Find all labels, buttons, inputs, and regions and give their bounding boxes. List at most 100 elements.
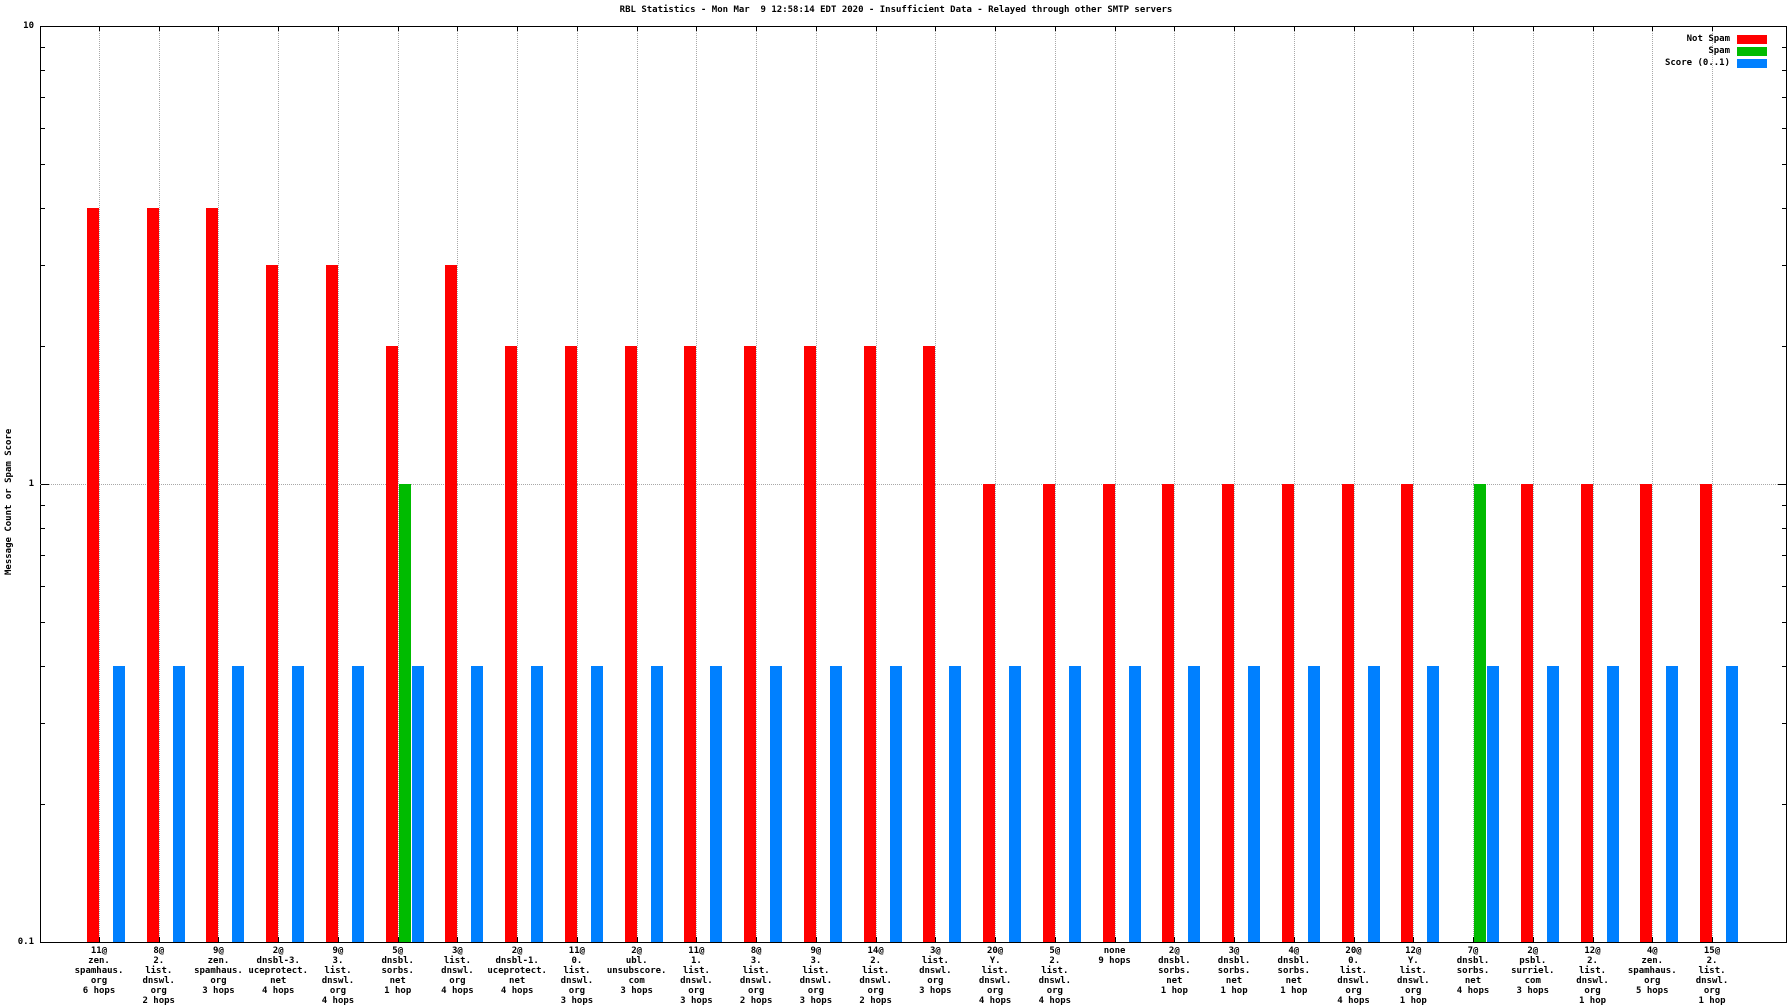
x-tick-top <box>576 26 578 31</box>
x-tick-label: 8@ 3. list. dnswl. org 2 hops <box>739 946 773 1006</box>
x-tick-top <box>337 26 339 31</box>
y-tick-minor-right <box>1782 46 1786 48</box>
x-tick-bottom <box>1473 937 1475 942</box>
grid-line-vertical <box>1353 26 1355 942</box>
x-tick-bottom <box>278 937 280 942</box>
grid-line-vertical <box>99 26 100 942</box>
x-tick-label: 3@ list. dnswl. org 4 hops <box>441 946 474 996</box>
legend-swatch <box>1737 47 1767 56</box>
x-tick-bottom <box>636 937 638 942</box>
x-tick-bottom <box>1712 937 1713 942</box>
x-tick-label: 3@ list. dnswl. org 3 hops <box>919 946 952 996</box>
grid-line-vertical <box>815 26 817 942</box>
grid-line-vertical <box>1114 26 1116 942</box>
y-tick-minor-right <box>1782 804 1786 806</box>
not-spam-bar <box>1580 484 1593 942</box>
x-tick-bottom <box>337 937 339 942</box>
grid-line-vertical <box>756 26 758 942</box>
not-spam-bar <box>564 346 577 942</box>
x-tick-bottom <box>1234 937 1236 942</box>
x-tick-top <box>696 26 698 31</box>
y-tick-minor-left <box>41 554 45 556</box>
score-bar <box>411 666 424 942</box>
x-tick-top <box>158 26 160 31</box>
y-tick-label: 10 <box>23 21 34 31</box>
score-bar <box>1666 666 1679 942</box>
score-bar <box>1188 666 1201 942</box>
y-tick-minor-right <box>1782 208 1786 210</box>
not-spam-bar <box>1162 484 1175 942</box>
y-tick-minor-left <box>41 666 45 668</box>
score-bar <box>232 666 245 942</box>
score-bar <box>650 666 663 942</box>
x-tick-bottom <box>995 937 997 942</box>
x-tick-bottom <box>517 937 519 942</box>
x-tick-top <box>995 26 997 31</box>
score-bar <box>351 666 364 942</box>
x-tick-bottom <box>397 937 399 942</box>
not-spam-bar <box>744 346 757 942</box>
x-tick-label: 3@ dnsbl. sorbs. net 1 hop <box>1217 946 1251 996</box>
not-spam-bar <box>684 346 697 942</box>
y-tick-minor-right <box>1782 666 1786 668</box>
grid-line-vertical <box>576 26 578 942</box>
x-tick-label: 9@ 3. list. dnswl. org 4 hops <box>321 946 355 1006</box>
x-tick-top <box>1592 26 1594 31</box>
grid-line-vertical <box>337 26 339 942</box>
x-tick-bottom <box>1652 937 1654 942</box>
grid-line-vertical <box>397 26 399 942</box>
grid-line-vertical <box>1652 26 1654 942</box>
not-spam-bar <box>266 265 279 942</box>
y-tick-minor-right <box>1782 723 1786 725</box>
not-spam-bar <box>505 346 518 942</box>
x-tick-label: 2@ dnsbl. sorbs. net 1 hop <box>1158 946 1191 996</box>
grid-line-vertical <box>278 26 280 942</box>
x-tick-top <box>1054 26 1056 31</box>
score-bar <box>1248 666 1261 942</box>
x-tick-label: 2@ ubl. unsubscore. com 3 hops <box>606 946 667 996</box>
y-tick-major-right <box>1778 26 1786 27</box>
x-tick-top <box>636 26 638 31</box>
x-tick-top <box>1532 26 1534 31</box>
grid-line-vertical <box>696 26 698 942</box>
x-tick-bottom <box>875 937 877 942</box>
not-spam-bar <box>206 208 219 942</box>
legend-label: Spam <box>1708 46 1730 56</box>
grid-line-vertical <box>1592 26 1594 942</box>
not-spam-bar <box>1341 484 1354 942</box>
x-tick-top <box>1712 26 1713 31</box>
y-tick-minor-left <box>41 70 45 72</box>
not-spam-bar <box>1222 484 1235 942</box>
x-tick-label: 7@ dnsbl. sorbs. net 4 hops <box>1456 946 1490 996</box>
legend-swatch <box>1737 35 1767 44</box>
x-tick-top <box>1413 26 1415 31</box>
y-tick-minor-left <box>41 723 45 725</box>
score-bar <box>292 666 305 942</box>
not-spam-bar <box>87 208 99 942</box>
x-tick-label: 20@ 0. list. dnswl. org 4 hops <box>1337 946 1370 1006</box>
x-tick-top <box>1234 26 1236 31</box>
y-tick-minor-left <box>41 585 45 587</box>
grid-line-vertical <box>1473 26 1475 942</box>
x-tick-top <box>1652 26 1654 31</box>
y-tick-label: 1 <box>28 479 34 489</box>
x-tick-bottom <box>1532 937 1534 942</box>
x-tick-bottom <box>935 937 937 942</box>
x-tick-bottom <box>1293 937 1295 942</box>
grid-line-vertical <box>1054 26 1056 942</box>
grid-line-vertical <box>1413 26 1415 942</box>
score-bar <box>531 666 544 942</box>
y-tick-label: 0.1 <box>17 937 34 947</box>
x-tick-bottom <box>1174 937 1176 942</box>
grid-line-vertical <box>1293 26 1295 942</box>
y-tick-minor-left <box>41 528 45 530</box>
x-tick-top <box>457 26 459 31</box>
y-tick-minor-right <box>1782 127 1786 129</box>
not-spam-bar <box>1281 484 1294 942</box>
x-tick-label: 11@ 0. list. dnswl. org 3 hops <box>560 946 594 1006</box>
x-tick-bottom <box>1114 937 1116 942</box>
spam-bar <box>398 484 411 942</box>
x-tick-bottom <box>576 937 578 942</box>
score-bar <box>471 666 484 942</box>
grid-line-vertical <box>935 26 937 942</box>
